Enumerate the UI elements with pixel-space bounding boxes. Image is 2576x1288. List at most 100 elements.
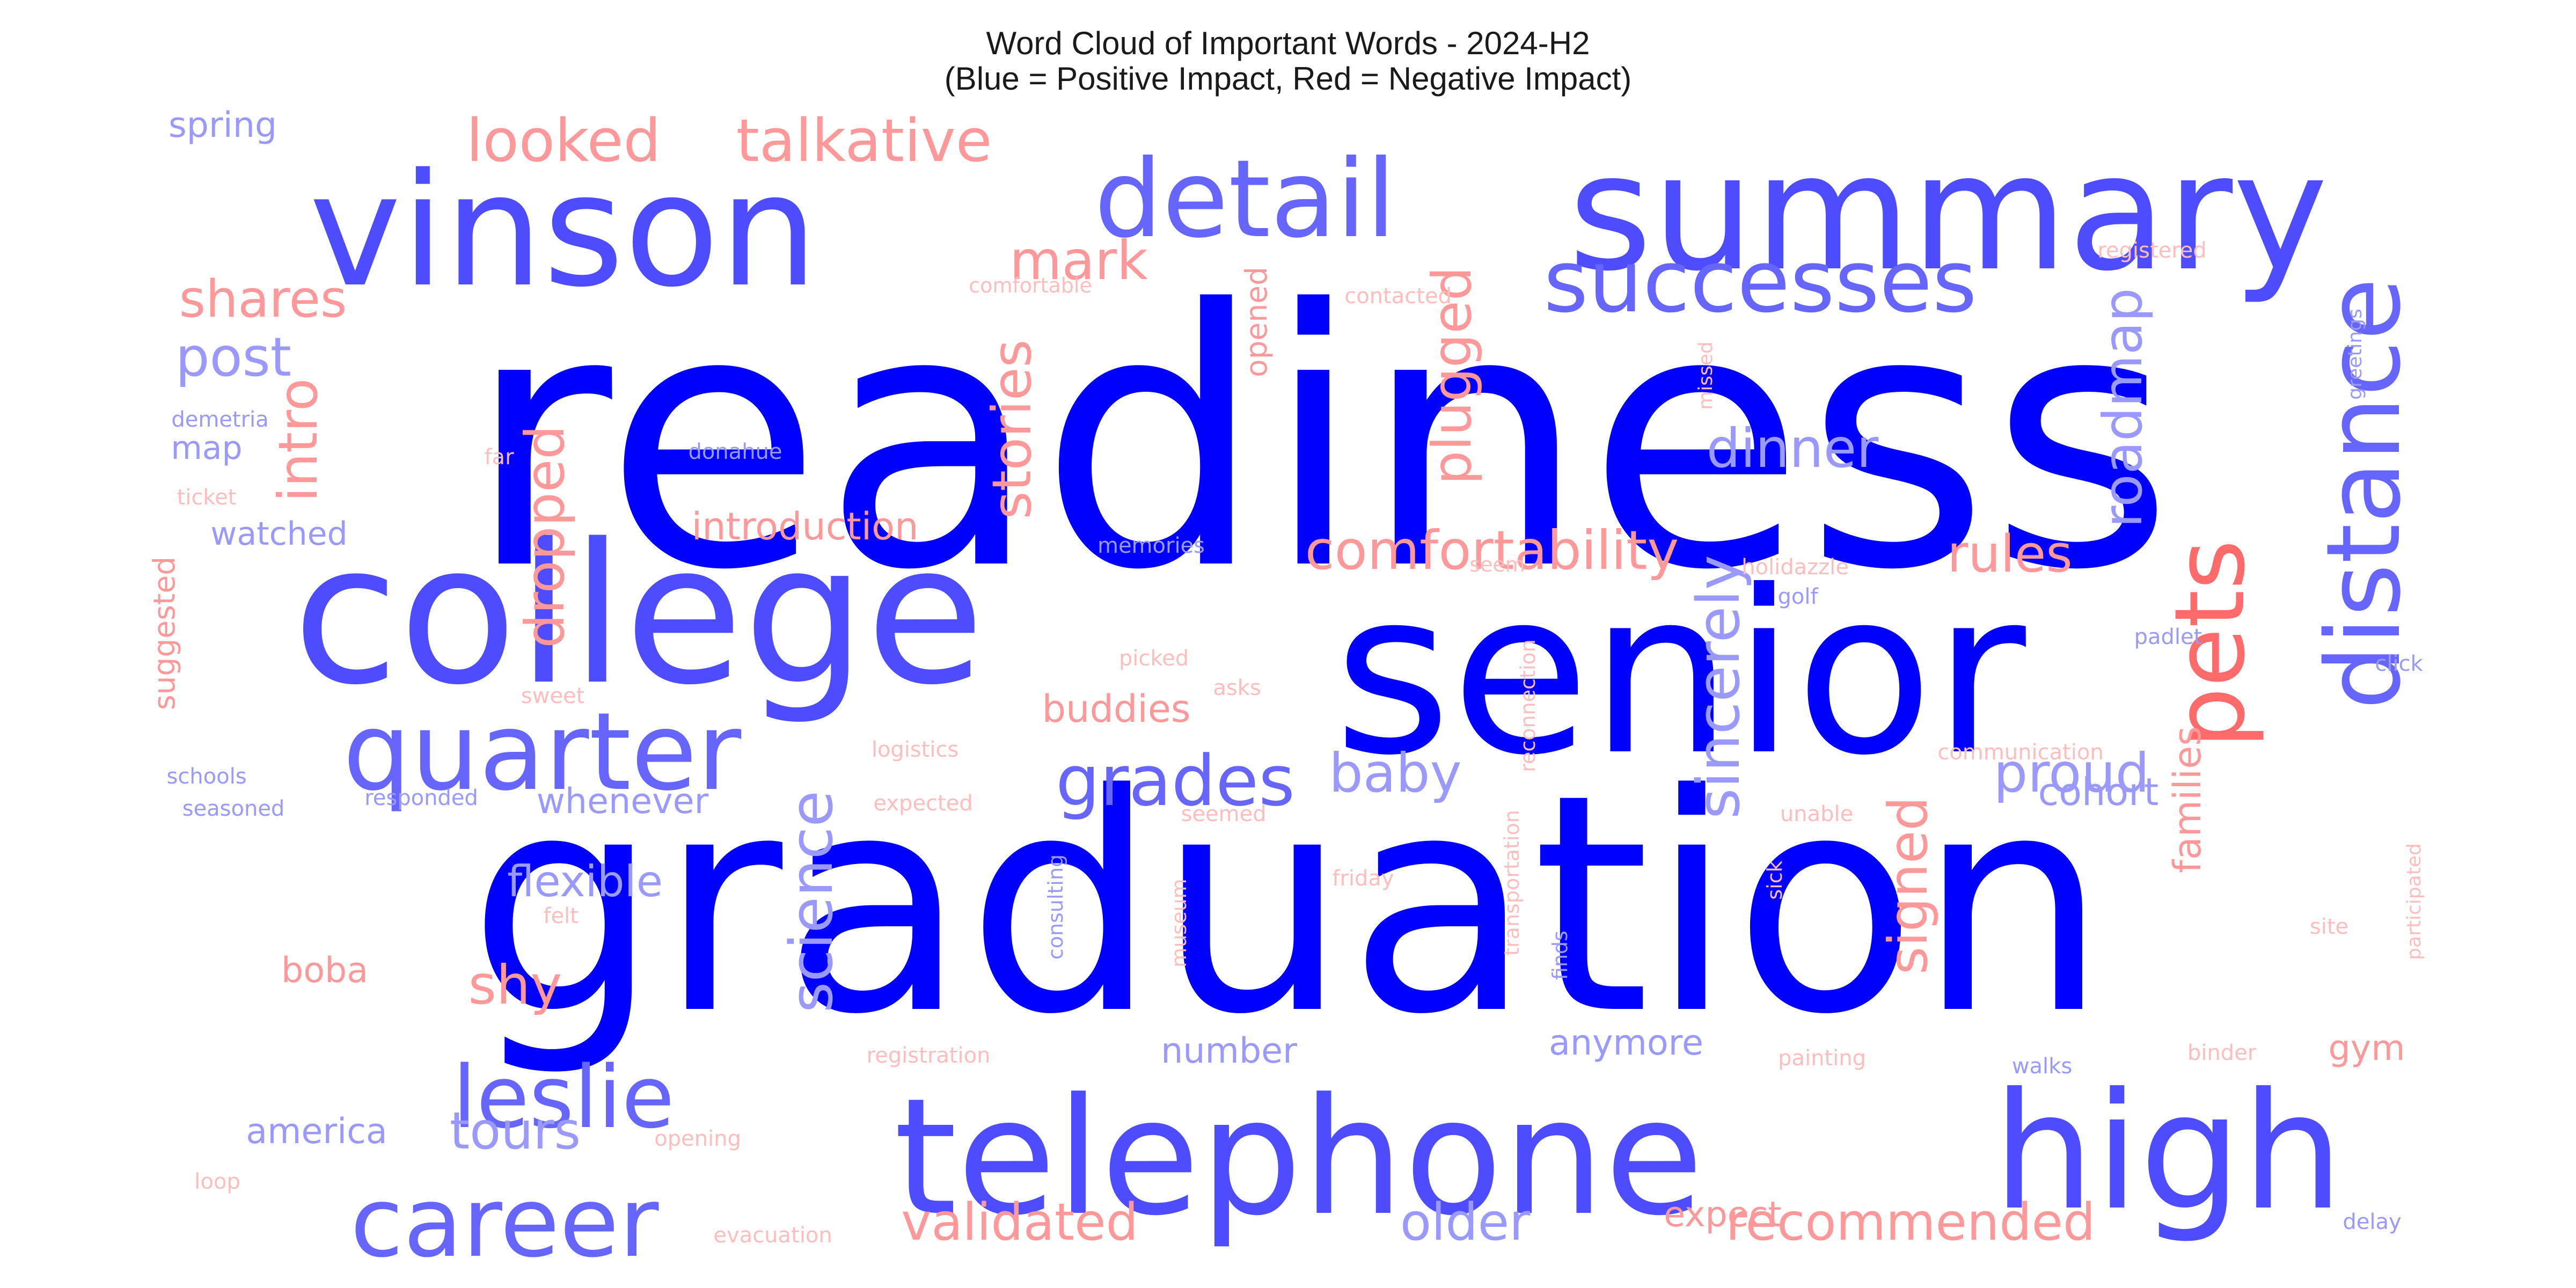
word-gym: gym	[2328, 1028, 2405, 1069]
word-loop: loop	[194, 1169, 240, 1194]
word-suggested: suggested	[147, 557, 181, 710]
word-museum: museum	[1167, 879, 1191, 967]
chart-title: Word Cloud of Important Words - 2024-H2 …	[0, 26, 2576, 97]
word-friday: friday	[1332, 866, 1394, 891]
word-career: career	[350, 1167, 659, 1279]
word-finds: finds	[1548, 931, 1572, 980]
word-felt: felt	[543, 904, 579, 928]
word-leslie: leslie	[452, 1047, 675, 1147]
title-line-2: (Blue = Positive Impact, Red = Negative …	[944, 61, 1632, 97]
word-validated: validated	[901, 1193, 1138, 1252]
word-dropped: dropped	[514, 425, 576, 648]
word-families: families	[2165, 726, 2209, 873]
word-seasoned: seasoned	[182, 796, 285, 821]
word-plugged: plugged	[1421, 267, 1483, 485]
word-america: america	[246, 1111, 387, 1152]
word-reconnection: reconnection	[1516, 639, 1540, 772]
word-comfortable: comfortable	[969, 274, 1092, 297]
word-successes: successes	[1543, 231, 1977, 332]
word-summary: summary	[1568, 119, 2328, 306]
word-contacted: contacted	[1344, 284, 1452, 309]
word-grades: grades	[1056, 740, 1295, 822]
word-picked: picked	[1119, 646, 1189, 671]
word-participated: participated	[2403, 843, 2425, 960]
word-science: science	[777, 791, 846, 1013]
word-watched: watched	[210, 515, 347, 553]
word-opening: opening	[654, 1126, 741, 1151]
word-seemed: seemed	[1181, 802, 1266, 826]
word-transportation: transportation	[1500, 810, 1524, 956]
word-sick: sick	[1763, 860, 1787, 899]
word-seem: seem	[1469, 553, 1525, 576]
word-schools: schools	[166, 764, 246, 789]
word-expected: expected	[873, 791, 972, 816]
word-delay: delay	[2343, 1210, 2401, 1234]
title-line-1: Word Cloud of Important Words - 2024-H2	[986, 25, 1590, 61]
word-greetings: greetings	[2344, 309, 2366, 400]
word-signed: signed	[1877, 796, 1940, 975]
word-communication: communication	[1937, 740, 2103, 765]
word-graduation: graduation	[468, 730, 2107, 1080]
word-dinner: dinner	[1707, 417, 1879, 480]
word-demetria: demetria	[171, 407, 268, 432]
word-tours: tours	[450, 1102, 581, 1161]
word-far: far	[484, 445, 514, 470]
word-sweet: sweet	[521, 684, 584, 708]
word-buddies: buddies	[1042, 687, 1191, 731]
word-shy: shy	[469, 954, 562, 1016]
word-binder: binder	[2187, 1041, 2257, 1065]
word-sincerely: sincerely	[1684, 555, 1753, 819]
word-expect: expect	[1664, 1195, 1782, 1235]
word-number: number	[1161, 1031, 1297, 1071]
word-recommended: recommended	[1726, 1193, 2096, 1252]
word-talkative: talkative	[736, 106, 992, 175]
word-padlet: padlet	[2134, 625, 2202, 649]
word-distance: distance	[2304, 277, 2423, 709]
word-map: map	[171, 429, 242, 467]
word-mark: mark	[1009, 229, 1148, 292]
word-shares: shares	[179, 270, 347, 329]
word-cohort: cohort	[2038, 770, 2159, 814]
word-anymore: anymore	[1549, 1023, 1703, 1063]
word-painting: painting	[1778, 1046, 1866, 1071]
word-boba: boba	[281, 950, 368, 991]
word-intro: intro	[267, 378, 330, 502]
word-college: college	[292, 502, 985, 727]
word-roadmap: roadmap	[2091, 288, 2154, 528]
word-proud: proud	[1994, 742, 2149, 804]
word-spring: spring	[169, 105, 277, 145]
word-older: older	[1400, 1193, 1531, 1252]
word-registration: registration	[867, 1043, 991, 1068]
word-detail: detail	[1094, 137, 1396, 262]
word-rules: rules	[1947, 525, 2073, 584]
word-ticket: ticket	[177, 485, 237, 510]
word-high: high	[1993, 1058, 2344, 1246]
word-baby: baby	[1329, 742, 1461, 804]
word-consulting: consulting	[1044, 854, 1067, 960]
word-pets: pets	[2154, 539, 2266, 748]
word-logistics: logistics	[872, 737, 959, 762]
word-asks: asks	[1213, 676, 1261, 700]
word-vinson: vinson	[309, 141, 818, 321]
word-memories: memories	[1097, 533, 1205, 558]
word-click: click	[2375, 652, 2423, 676]
word-introduction: introduction	[692, 504, 919, 548]
word-flexible: flexible	[507, 857, 663, 906]
word-telephone: telephone	[894, 1064, 1704, 1251]
word-opened: opened	[1239, 267, 1274, 377]
word-evacuation: evacuation	[713, 1223, 832, 1248]
word-walks: walks	[2012, 1054, 2072, 1079]
word-looked: looked	[466, 106, 661, 175]
word-readiness: readiness	[466, 235, 2174, 647]
word-post: post	[175, 326, 291, 389]
word-holidazzle: holidazzle	[1741, 555, 1849, 580]
word-golf: golf	[1777, 584, 1818, 609]
word-senior: senior	[1334, 543, 2028, 805]
word-donahue: donahue	[688, 440, 782, 464]
word-responded: responded	[364, 786, 478, 810]
word-missed: missed	[1695, 341, 1717, 410]
word-unable: unable	[1780, 802, 1853, 826]
word-registered: registered	[2097, 238, 2206, 263]
word-site: site	[2310, 914, 2348, 939]
